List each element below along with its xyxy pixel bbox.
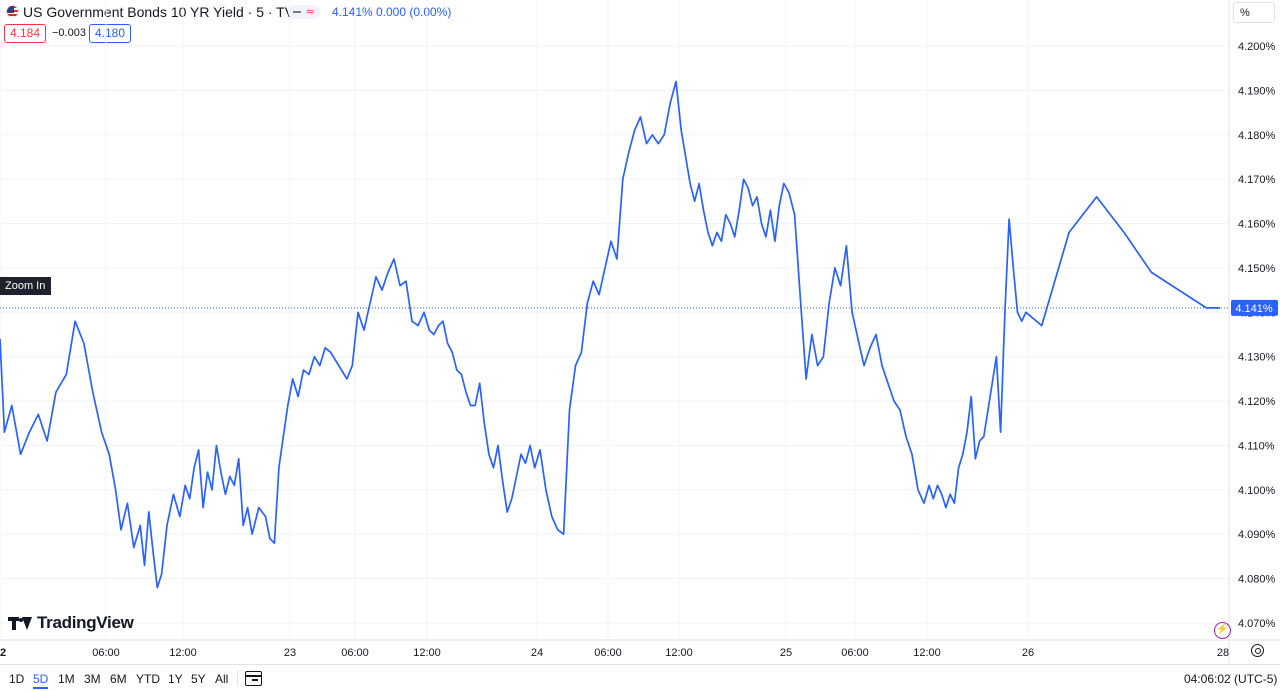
y-tick-label: 4.130% <box>1238 352 1276 364</box>
us-flag-icon <box>6 5 19 18</box>
x-tick-label: 12:00 <box>413 647 441 659</box>
x-tick-label: 06:00 <box>341 647 369 659</box>
y-tick-label: 4.120% <box>1238 396 1276 408</box>
range-3m-button[interactable]: 3M <box>84 672 101 686</box>
current-price-label-bg <box>1231 299 1278 316</box>
wave-icon: ≈ <box>305 5 315 18</box>
last-price: 4.141% <box>332 5 373 19</box>
tradingview-logo-icon <box>8 615 34 631</box>
x-tick-label: 25 <box>780 647 792 659</box>
range-ytd-button[interactable]: YTD <box>136 672 160 686</box>
price-unit-button[interactable]: % <box>1233 2 1275 23</box>
price-change: 0.000 (0.00%) <box>376 5 452 19</box>
minus-icon <box>293 11 302 13</box>
zoom-in-tooltip: Zoom In <box>0 277 51 295</box>
lightning-icon[interactable]: ⚡ <box>1214 622 1231 639</box>
clock-display[interactable]: 04:06:02 (UTC-5) <box>1184 672 1278 686</box>
range-1d-button[interactable]: 1D <box>9 672 25 686</box>
symbol-title[interactable]: US Government Bonds 10 YR Yield · 5 · TV… <box>23 4 305 20</box>
range-1y-button[interactable]: 1Y <box>168 672 183 686</box>
bottom-toolbar: 1D 5D 1M 3M 6M YTD 1Y 5Y All 04:06:02 (U… <box>0 664 1280 691</box>
y-tick-label: 4.180% <box>1238 130 1276 142</box>
brand-name: TradingView <box>37 613 134 632</box>
price-chart[interactable]: 4.070% 4.080% 4.090% 4.100% 4.110% 4.120% 4.13… <box>0 0 1280 664</box>
y-tick-label: 4.170% <box>1238 174 1276 186</box>
y-tick-label: 4.150% <box>1238 263 1276 275</box>
y-tick-label: 4.070% <box>1238 618 1276 630</box>
range-5y-button[interactable]: 5Y <box>191 672 206 686</box>
range-1m-button[interactable]: 1M <box>58 672 75 686</box>
indicator-toggle[interactable]: ≈ <box>288 5 320 19</box>
y-tick-label: 4.190% <box>1238 85 1276 97</box>
x-tick-label: 12:00 <box>169 647 197 659</box>
y-tick-label: 4.090% <box>1238 529 1276 541</box>
x-tick-label: 12:00 <box>913 647 941 659</box>
yield-series-line <box>0 80 1220 589</box>
y-tick-label: 4.200% <box>1238 41 1276 53</box>
y-tick-label: 4.080% <box>1238 574 1276 586</box>
bid-price-button[interactable]: 4.184 <box>4 24 46 43</box>
spread-value: −0.003 <box>52 27 86 39</box>
calendar-icon[interactable] <box>245 671 262 686</box>
toolbar-divider <box>237 670 238 686</box>
x-tick-label: 22 <box>0 647 6 659</box>
range-5d-button[interactable]: 5D <box>33 672 49 689</box>
ask-price-button[interactable]: 4.180 <box>89 24 131 43</box>
chart-header: US Government Bonds 10 YR Yield · 5 · TV… <box>0 0 1230 46</box>
tradingview-watermark[interactable]: TradingView <box>8 613 134 633</box>
range-all-button[interactable]: All <box>215 672 229 686</box>
x-tick-label: 26 <box>1022 647 1034 659</box>
range-6m-button[interactable]: 6M <box>110 672 127 686</box>
settings-gear-icon[interactable] <box>1251 644 1264 657</box>
x-tick-label: 24 <box>531 647 543 659</box>
x-tick-label: 06:00 <box>841 647 869 659</box>
x-tick-label: 12:00 <box>665 647 693 659</box>
y-tick-label: 4.110% <box>1238 440 1275 452</box>
y-tick-label: 4.160% <box>1238 219 1276 231</box>
x-tick-label: 06:00 <box>92 647 120 659</box>
y-tick-label: 4.100% <box>1238 485 1276 497</box>
x-tick-label: 28 <box>1217 647 1229 659</box>
current-price-label: 4.141% <box>1235 303 1273 315</box>
x-tick-label: 23 <box>284 647 296 659</box>
x-tick-label: 06:00 <box>594 647 622 659</box>
